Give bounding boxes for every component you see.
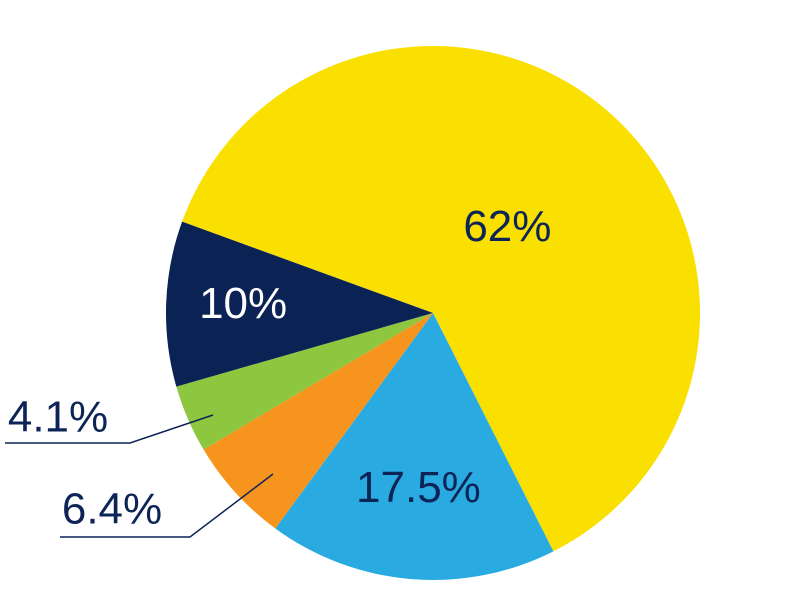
pie-slice	[176, 313, 433, 450]
pie-slice	[165, 221, 433, 387]
pie-slice	[203, 313, 433, 529]
pie-slice	[275, 313, 554, 580]
data-label: 6.4%	[62, 485, 162, 534]
leader-line	[5, 414, 214, 444]
data-label: 10%	[199, 279, 287, 328]
pie-slice	[182, 46, 700, 552]
data-label: 4.1%	[8, 393, 108, 442]
data-label: 17.5%	[356, 463, 481, 512]
data-label: 62%	[463, 202, 551, 251]
leader-line	[60, 473, 274, 538]
